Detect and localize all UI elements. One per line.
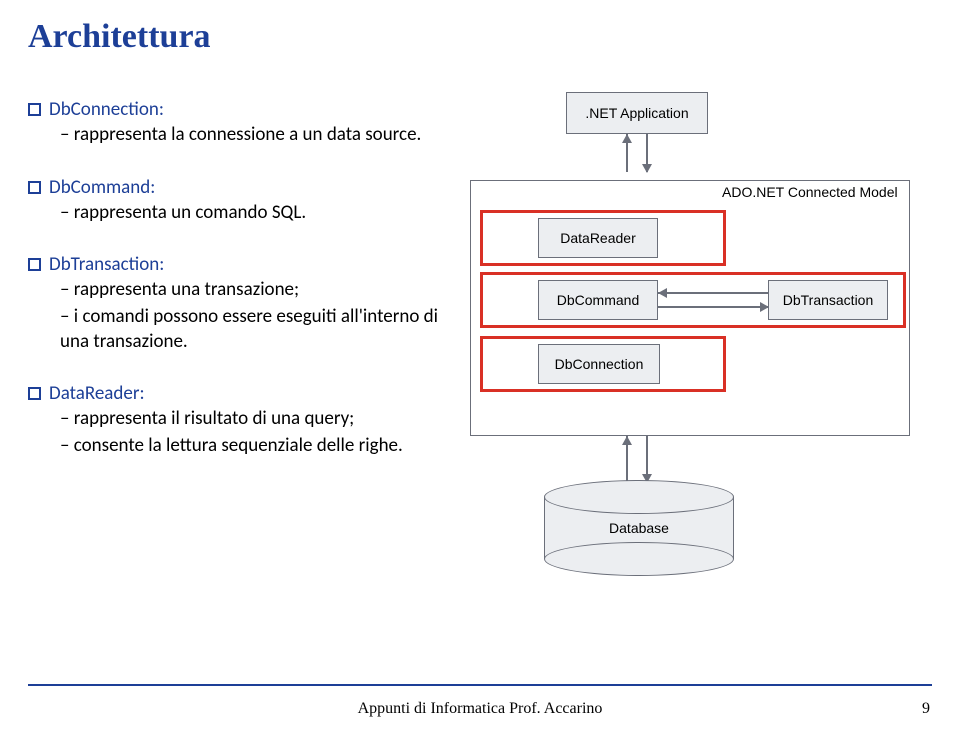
list-item: DbCommand: – rappresenta un comando SQL. — [28, 176, 438, 226]
bullet-list: DbConnection: – rappresenta la connessio… — [28, 92, 438, 602]
connector-line — [658, 306, 768, 308]
sub-line: – rappresenta un comando SQL. — [60, 201, 438, 226]
net-application-box: .NET Application — [566, 92, 708, 134]
arrow-down-icon — [642, 164, 652, 173]
footer-text: Appunti di Informatica Prof. Accarino — [358, 700, 603, 717]
dbconnection-box: DbConnection — [538, 344, 660, 384]
square-bullet-icon — [28, 258, 41, 271]
sub-line: – rappresenta la connessione a un data s… — [60, 123, 438, 148]
database-cylinder: Database — [544, 480, 734, 576]
sub-line: – rappresenta il risultato di una query; — [60, 407, 438, 432]
term: DataReader — [49, 382, 139, 405]
term: DbCommand — [49, 176, 150, 199]
term: DbConnection — [49, 98, 159, 121]
term: DbTransaction — [49, 253, 159, 276]
arrow-up-icon — [622, 436, 632, 445]
arrow-left-icon — [658, 288, 667, 298]
dbtransaction-box: DbTransaction — [768, 280, 888, 320]
connected-model-label: ADO.NET Connected Model — [722, 184, 898, 200]
arrow-right-icon — [760, 302, 769, 312]
square-bullet-icon — [28, 181, 41, 194]
footer: Appunti di Informatica Prof. Accarino 9 — [0, 700, 960, 718]
architecture-diagram: .NET Application ADO.NET Connected Model… — [458, 92, 918, 602]
sub-line: – i comandi possono essere eseguiti all'… — [60, 305, 438, 354]
square-bullet-icon — [28, 103, 41, 116]
database-label: Database — [544, 520, 734, 536]
footer-rule — [28, 684, 932, 686]
list-item: DataReader: – rappresenta il risultato d… — [28, 382, 438, 458]
page-title: Architettura — [28, 18, 932, 56]
page-number: 9 — [922, 700, 930, 718]
list-item: DbTransaction: – rappresenta una transaz… — [28, 253, 438, 354]
connector-line — [658, 292, 768, 294]
datareader-box: DataReader — [538, 218, 658, 258]
sub-line: – rappresenta una transazione; — [60, 278, 438, 303]
list-item: DbConnection: – rappresenta la connessio… — [28, 98, 438, 148]
dbcommand-box: DbCommand — [538, 280, 658, 320]
sub-line: – consente la lettura sequenziale delle … — [60, 434, 438, 459]
square-bullet-icon — [28, 387, 41, 400]
arrow-up-icon — [622, 134, 632, 143]
